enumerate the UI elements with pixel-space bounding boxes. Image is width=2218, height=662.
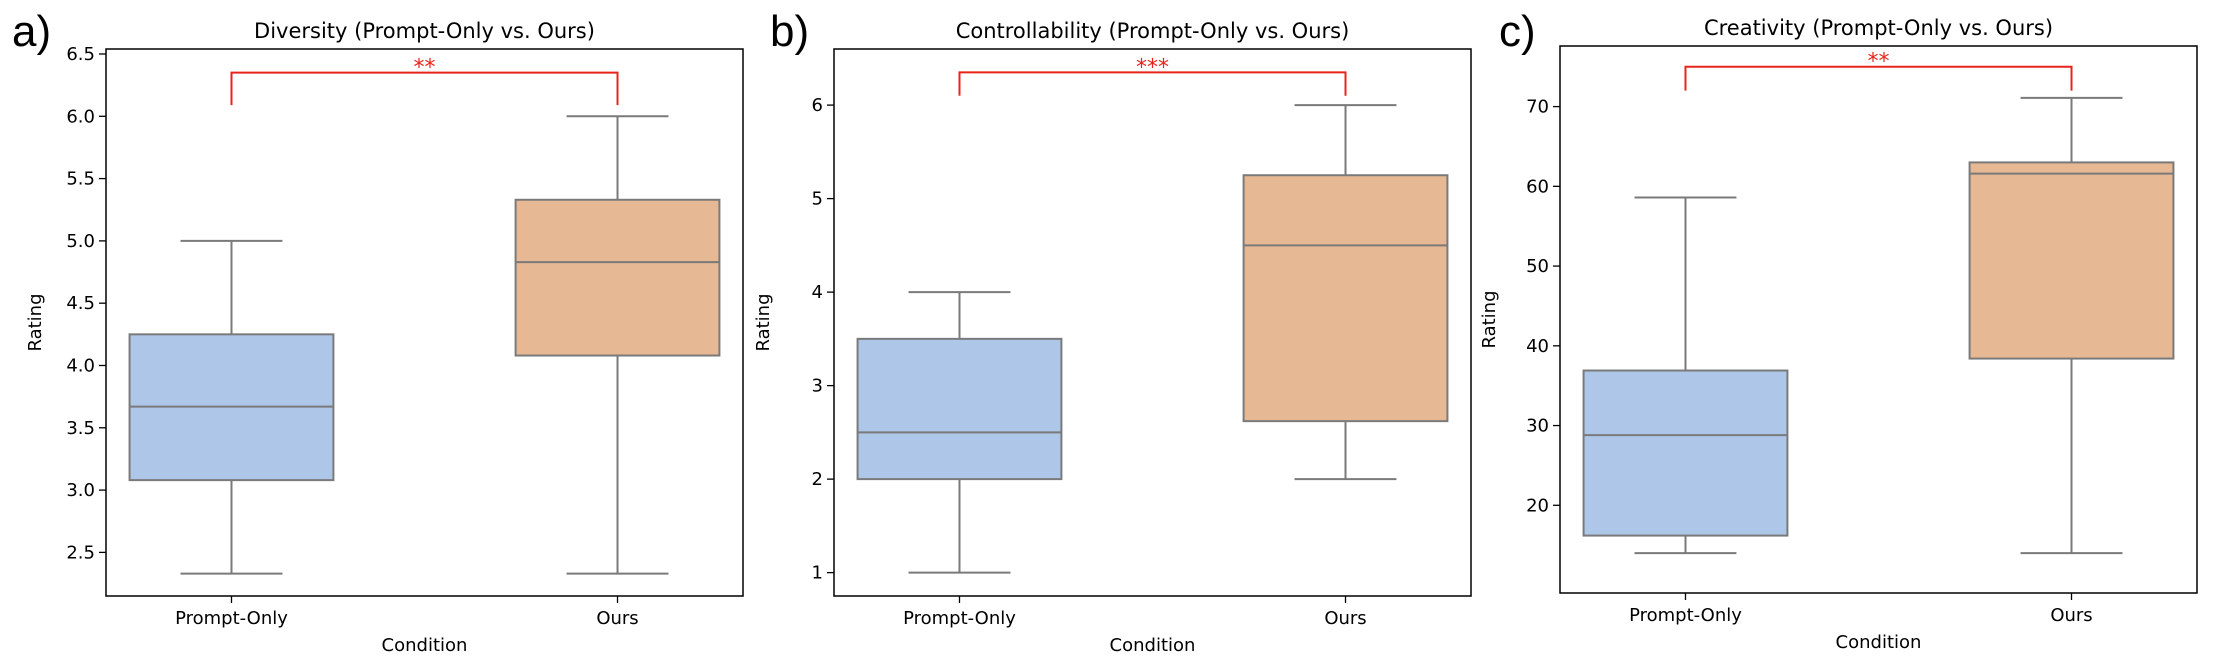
chart-panel-3: c) Creativity (Prompt-Only vs. Ours) 20 30 4… <box>1479 7 2198 653</box>
x-axis-label: Condition <box>1110 635 1196 656</box>
y-tick-label: 20 <box>1526 495 1549 516</box>
chart-title: Creativity (Prompt-Only vs. Ours) <box>1704 16 2053 40</box>
y-axis-label: Rating <box>25 293 46 351</box>
significance-bracket <box>958 71 1347 96</box>
y-tick-label: 6.5 <box>66 44 95 65</box>
chart-title: Controllability (Prompt-Only vs. Ours) <box>956 19 1350 43</box>
plot-frame <box>105 48 744 597</box>
y-axis-label: Rating <box>1479 290 1500 348</box>
box-ours <box>1968 96 2175 555</box>
y-axis-label: Rating <box>753 293 774 351</box>
panel-label: c) <box>1499 7 1536 56</box>
y-tick-label: 3 <box>812 376 823 397</box>
significance-label: *** <box>1136 55 1169 80</box>
y-tick-label: 2.5 <box>66 542 95 563</box>
iqr-box <box>1968 161 2175 360</box>
iqr-box <box>514 198 721 357</box>
x-tick-label: Ours <box>2050 605 2092 626</box>
y-tick-label: 6.0 <box>66 106 95 127</box>
y-tick-label: 70 <box>1526 97 1549 118</box>
y-tick-label: 5.5 <box>66 169 95 190</box>
x-tick-label: Prompt-Only <box>903 608 1016 629</box>
y-tick-label: 2 <box>812 469 823 490</box>
y-tick-label: 6 <box>812 95 823 116</box>
box-prompt-only <box>856 291 1063 574</box>
box-prompt-only <box>1582 196 1789 555</box>
significance-label: ** <box>414 56 436 81</box>
plot-frame <box>833 48 1472 597</box>
x-tick-label: Prompt-Only <box>1629 605 1742 626</box>
significance-label: ** <box>1868 50 1890 75</box>
y-tick-label: 4 <box>812 282 823 303</box>
y-tick-label: 5.0 <box>66 231 95 252</box>
x-axis-label: Condition <box>382 635 468 656</box>
box-ours <box>514 115 721 575</box>
panel-label: b) <box>770 7 809 56</box>
y-tick-label: 60 <box>1526 176 1549 197</box>
panel-label: a) <box>12 7 51 56</box>
box-prompt-only <box>128 239 335 575</box>
y-tick-label: 5 <box>812 189 823 210</box>
chart-panel-2: b) Controllability (Prompt-Only vs. Ours)… <box>753 7 1472 656</box>
plot-frame <box>1559 45 2198 594</box>
box-ours <box>1242 104 1449 481</box>
chart-title: Diversity (Prompt-Only vs. Ours) <box>254 19 595 43</box>
y-tick-label: 4.5 <box>66 293 95 314</box>
iqr-box <box>856 337 1063 481</box>
iqr-box <box>1242 174 1449 423</box>
significance-bracket <box>1684 65 2073 91</box>
y-tick-label: 50 <box>1526 256 1549 277</box>
x-axis-label: Condition <box>1836 632 1922 653</box>
x-tick-label: Ours <box>596 608 638 629</box>
y-tick-label: 4.0 <box>66 355 95 376</box>
x-tick-label: Ours <box>1324 608 1366 629</box>
y-tick-label: 3.5 <box>66 418 95 439</box>
y-tick-label: 30 <box>1526 416 1549 437</box>
y-tick-label: 40 <box>1526 336 1549 357</box>
chart-panel-1: a) Diversity (Prompt-Only vs. Ours) 2.5 3.0… <box>12 7 744 656</box>
y-tick-label: 3.0 <box>66 480 95 501</box>
y-tick-label: 1 <box>812 563 823 584</box>
significance-bracket <box>230 71 619 106</box>
iqr-box <box>1582 369 1789 537</box>
x-tick-label: Prompt-Only <box>175 608 288 629</box>
